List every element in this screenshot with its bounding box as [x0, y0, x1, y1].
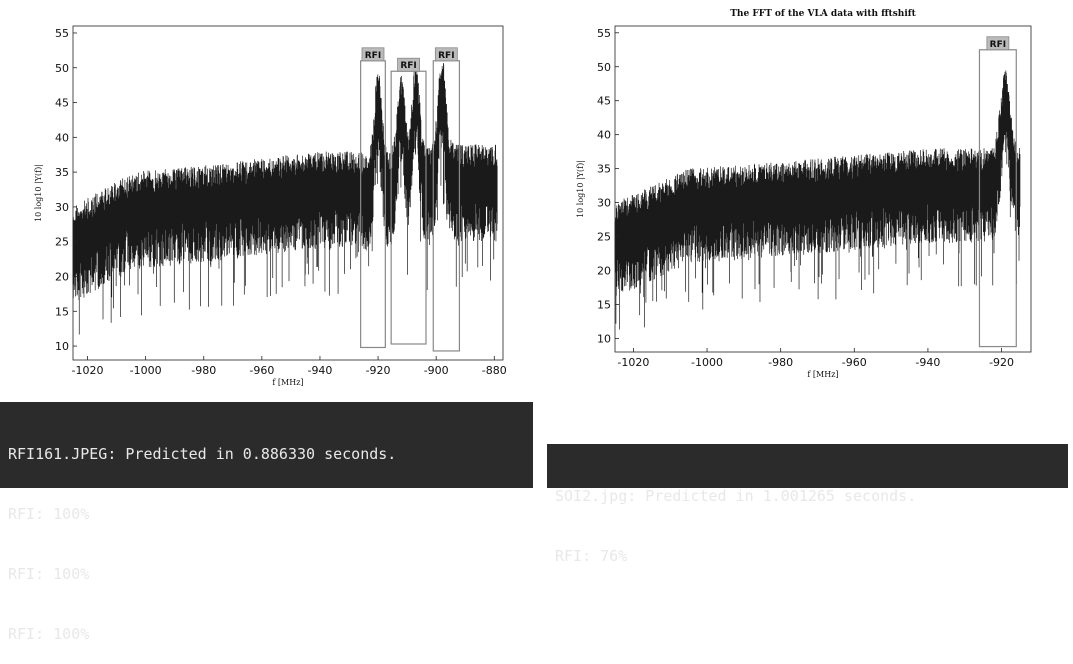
x-tick-label: -940: [307, 364, 332, 377]
x-tick-label: -1020: [617, 356, 649, 369]
rfi-label-text: RFI: [400, 61, 416, 71]
rfi-label-text: RFI: [990, 40, 1006, 50]
y-tick-label: 40: [55, 131, 69, 144]
signal-trace: [614, 70, 1021, 330]
left-fft-chart: RFI RFI RFI 10 15 20 25 30 35 40 45 50 55 -1020 -1000 -…: [0, 0, 525, 404]
right-fft-chart: The FFT of the VLA data with fftshift RFI…: [540, 0, 1065, 404]
rfi-label-tag: [361, 47, 385, 62]
y-tick-label: 20: [55, 271, 69, 284]
x-tick-label: -880: [482, 364, 507, 377]
right-fft-plot: The FFT of the VLA data with fftshift RFI…: [576, 9, 1032, 379]
plot-frame: [72, 25, 504, 361]
rfi-label-tag: [397, 57, 420, 72]
x-tick-label: -980: [191, 364, 216, 377]
y-tick-label: 55: [597, 27, 611, 40]
rfi-label-text: RFI: [438, 51, 454, 61]
y-tick-label: 45: [597, 95, 611, 108]
prediction-console-left: RFI161.JPEG: Predicted in 0.886330 secon…: [0, 402, 533, 643]
x-axis-label: f [MHz]: [272, 378, 303, 387]
rfi-label-text: RFI: [365, 51, 381, 61]
y-tick-label: 15: [55, 305, 69, 318]
x-tick-label: -960: [842, 356, 867, 369]
x-tick-label: -980: [768, 356, 793, 369]
x-tick-label: -920: [366, 364, 391, 377]
x-tick-label: -1020: [72, 364, 104, 377]
y-tick-label: 50: [55, 62, 69, 75]
y-tick-label: 50: [597, 61, 611, 74]
y-tick-label: 15: [597, 298, 611, 311]
x-tick-label: -920: [989, 356, 1014, 369]
y-tick-label: 30: [597, 197, 611, 210]
x-tick-label: -900: [424, 364, 449, 377]
console-line: RFI: 100%: [8, 505, 90, 523]
console-line: RFI: 100%: [8, 625, 90, 643]
y-tick-label: 30: [55, 201, 69, 214]
y-tick-label: 35: [55, 166, 69, 179]
left-fft-plot: RFI RFI RFI 10 15 20 25 30 35 40 45 50 55 -1020 -1000 -…: [34, 25, 507, 387]
rfi-label-tag: [986, 36, 1010, 51]
x-tick-label: -960: [249, 364, 274, 377]
x-axis-label: f [MHz]: [807, 370, 838, 379]
y-axis-label: 10 log10 |Y(f)|: [576, 160, 585, 218]
x-tick-label: -940: [915, 356, 940, 369]
prediction-console-right: SOI2.jpg: Predicted in 1.001265 seconds.…: [547, 444, 1068, 565]
console-line: SOI2.jpg: Predicted in 1.001265 seconds.: [555, 487, 917, 505]
y-tick-label: 10: [55, 340, 69, 353]
y-tick-label: 45: [55, 97, 69, 110]
console-line: RFI: 100%: [8, 565, 90, 583]
y-tick-label: 25: [597, 231, 611, 244]
rfi-label-tag: [434, 47, 458, 62]
plot-frame: [614, 25, 1032, 353]
y-tick-label: 25: [55, 236, 69, 249]
console-line: RFI161.JPEG: Predicted in 0.886330 secon…: [8, 445, 397, 463]
console-line: RFI: 76%: [555, 547, 628, 565]
y-tick-label: 20: [597, 265, 611, 278]
y-tick-label: 35: [597, 163, 611, 176]
y-tick-label: 10: [597, 332, 611, 345]
y-axis-label: 10 log10 |Y(f)|: [34, 164, 43, 222]
chart-title: The FFT of the VLA data with fftshift: [730, 9, 916, 19]
x-tick-label: -1000: [130, 364, 162, 377]
y-tick-label: 40: [597, 129, 611, 142]
y-tick-label: 55: [55, 27, 69, 40]
x-tick-label: -1000: [691, 356, 723, 369]
